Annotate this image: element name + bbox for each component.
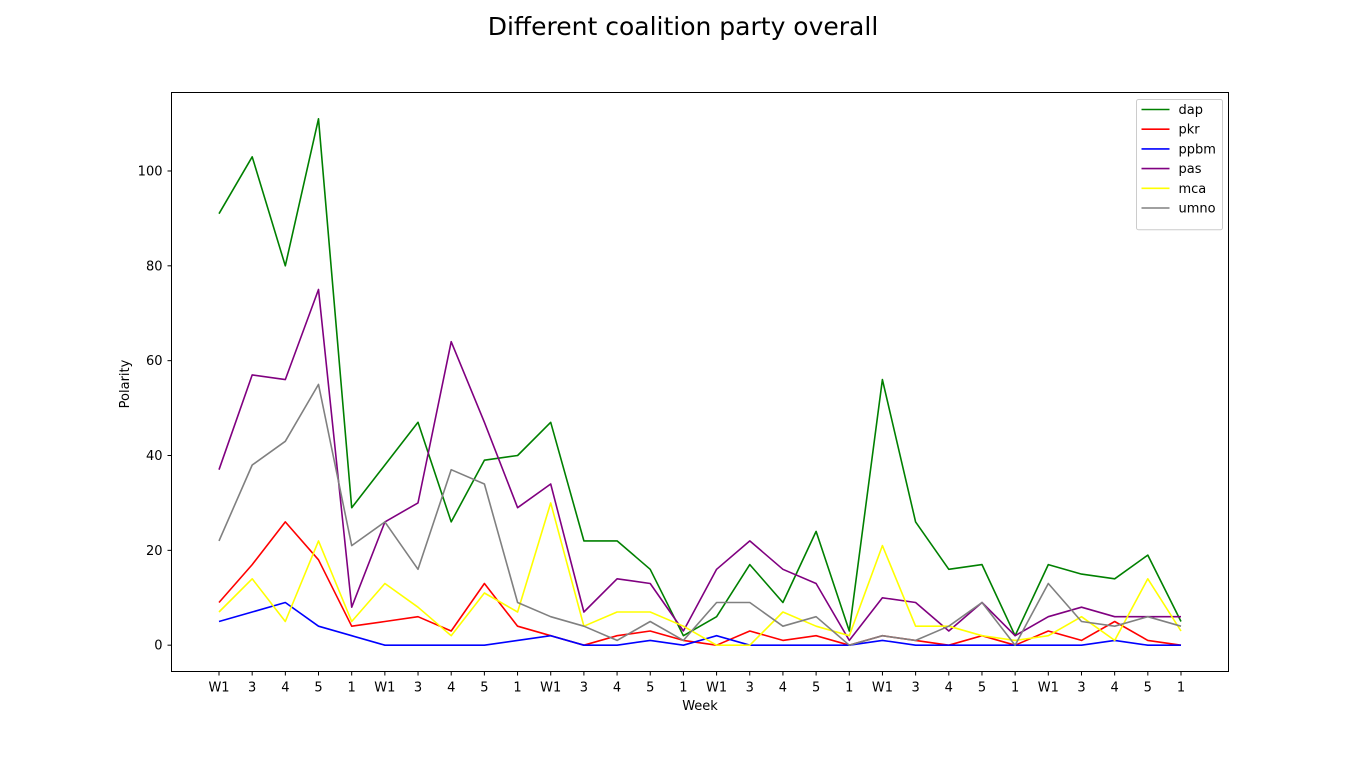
x-tick-label: W1 xyxy=(872,681,893,696)
x-tick-label: 5 xyxy=(1144,681,1152,696)
x-tick-label: 5 xyxy=(646,681,654,696)
x-tick-label: 4 xyxy=(281,681,289,696)
series-line-dap xyxy=(218,118,1182,637)
y-axis-label: Polarity xyxy=(118,359,133,408)
y-tick-label: 0 xyxy=(154,639,162,654)
x-axis: W1 3 4 5 1 W1 3 4 5 1 W1 3 4 5 1 W1 3 4 5 1 W1 3 4 5 1 W1 3 4 5 1 xyxy=(208,671,1185,696)
x-tick-label: 4 xyxy=(447,681,455,696)
y-tick-label: 40 xyxy=(146,449,163,464)
x-tick-label: 1 xyxy=(348,681,356,696)
x-tick-label: 5 xyxy=(480,681,488,696)
y-axis: 0 20 40 60 80 100 xyxy=(138,164,172,654)
y-tick-label: 60 xyxy=(146,354,163,369)
series-line-pkr xyxy=(218,521,1182,647)
x-tick-label: 1 xyxy=(1011,681,1019,696)
x-tick-label: 3 xyxy=(746,681,754,696)
x-tick-label: 4 xyxy=(1111,681,1119,696)
x-tick-label: 4 xyxy=(779,681,787,696)
legend-label-ppbm: ppbm xyxy=(1179,142,1216,157)
x-tick-label: 1 xyxy=(1177,681,1185,696)
legend-label-pas: pas xyxy=(1179,162,1202,177)
x-tick-label: W1 xyxy=(706,681,727,696)
x-tick-label: 5 xyxy=(978,681,986,696)
series-line-ppbm xyxy=(218,601,1181,647)
series-line-pas xyxy=(218,288,1181,642)
x-tick-label: 3 xyxy=(248,681,256,696)
legend-box xyxy=(1136,99,1223,231)
series-line-umno xyxy=(218,383,1182,647)
x-tick-label: W1 xyxy=(208,681,229,696)
x-tick-label: 4 xyxy=(613,681,621,696)
y-tick-label: 80 xyxy=(146,259,163,274)
y-tick-label: 100 xyxy=(138,164,163,179)
series-line-mca xyxy=(218,502,1182,647)
x-tick-label: 3 xyxy=(580,681,588,696)
x-tick-label: 4 xyxy=(945,681,953,696)
x-tick-label: W1 xyxy=(374,681,395,696)
x-tick-label: 3 xyxy=(911,681,919,696)
y-tick-label: 20 xyxy=(146,544,163,559)
x-tick-label: 5 xyxy=(812,681,820,696)
x-tick-label: W1 xyxy=(1038,681,1059,696)
legend-label-mca: mca xyxy=(1179,182,1207,197)
x-tick-label: 3 xyxy=(414,681,422,696)
x-tick-label: 3 xyxy=(1077,681,1085,696)
legend-label-pkr: pkr xyxy=(1179,123,1201,138)
legend-label-umno: umno xyxy=(1179,202,1216,217)
x-tick-label: 1 xyxy=(679,681,687,696)
chart-title: Different coalition party overall xyxy=(488,12,879,41)
legend-label-dap: dap xyxy=(1179,103,1203,118)
x-tick-label: 1 xyxy=(513,681,521,696)
x-tick-label: 1 xyxy=(845,681,853,696)
x-axis-label: Week xyxy=(682,699,718,714)
x-tick-label: 5 xyxy=(314,681,322,696)
series-layer xyxy=(218,118,1182,647)
x-tick-label: W1 xyxy=(540,681,561,696)
legend: dap pkr ppbm pas mca umno xyxy=(1136,99,1223,231)
